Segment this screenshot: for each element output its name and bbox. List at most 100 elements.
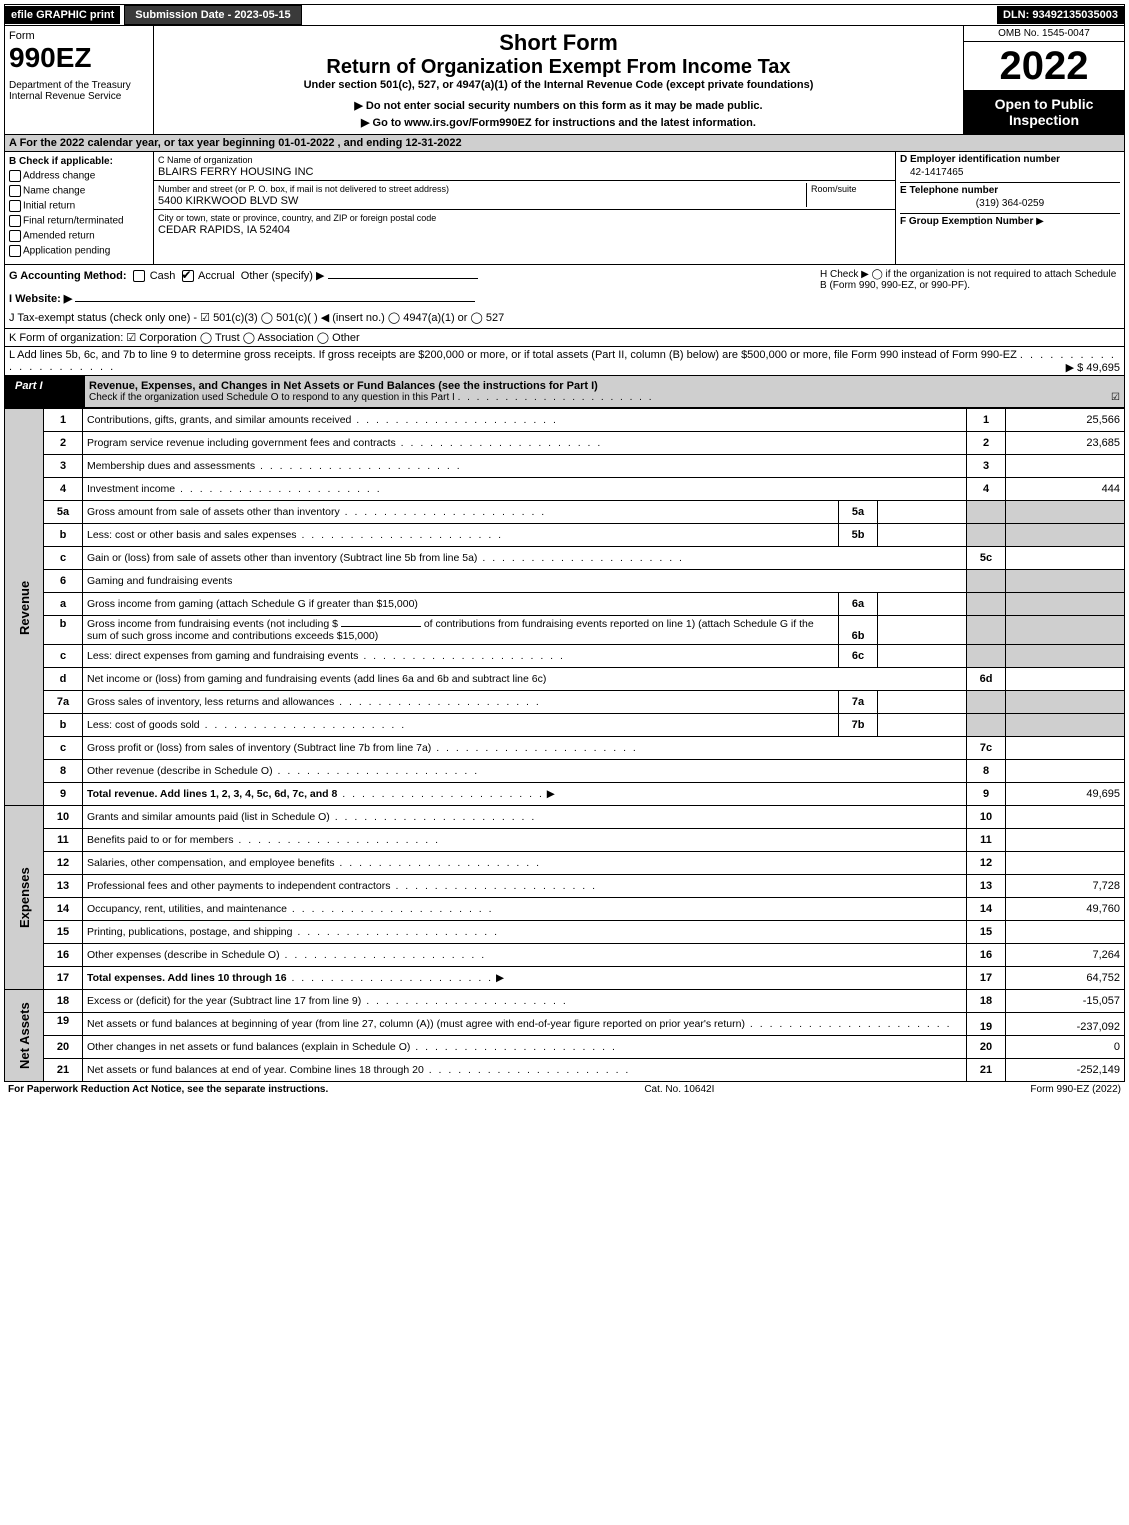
line-6a-desc: Gross income from gaming (attach Schedul… bbox=[87, 598, 418, 610]
line-10-col: 10 bbox=[967, 806, 1006, 829]
line-12-amt bbox=[1006, 852, 1125, 875]
line-3-col: 3 bbox=[967, 455, 1006, 478]
line-12-col: 12 bbox=[967, 852, 1006, 875]
netassets-section-label: Net Assets bbox=[5, 990, 44, 1082]
line-7b-sub: 7b bbox=[839, 714, 878, 737]
line-1-amt: 25,566 bbox=[1006, 409, 1125, 432]
line-6b-subamt bbox=[878, 616, 967, 645]
submission-date: Submission Date - 2023-05-15 bbox=[124, 5, 301, 25]
ein-value: 42-1417465 bbox=[910, 167, 1120, 178]
line-7a-desc: Gross sales of inventory, less returns a… bbox=[87, 696, 334, 708]
line-1-num: 1 bbox=[44, 409, 83, 432]
checkbox-application-pending[interactable]: Application pending bbox=[9, 245, 149, 257]
form-word: Form bbox=[9, 30, 149, 42]
line-5b-sub: 5b bbox=[839, 524, 878, 547]
line-7c-amt bbox=[1006, 737, 1125, 760]
line-20-amt: 0 bbox=[1006, 1036, 1125, 1059]
row-k: K Form of organization: ☑ Corporation ◯ … bbox=[4, 329, 1125, 347]
line-5a-subamt bbox=[878, 501, 967, 524]
short-form-title: Short Form bbox=[158, 30, 959, 56]
header-right: OMB No. 1545-0047 2022 Open to Public In… bbox=[963, 26, 1124, 134]
line-11-amt bbox=[1006, 829, 1125, 852]
line-7a-subamt bbox=[878, 691, 967, 714]
line-18-col: 18 bbox=[967, 990, 1006, 1013]
line-18-desc: Excess or (deficit) for the year (Subtra… bbox=[87, 995, 361, 1007]
line-6-desc: Gaming and fundraising events bbox=[83, 570, 967, 593]
website-input[interactable] bbox=[75, 301, 475, 302]
line-8-col: 8 bbox=[967, 760, 1006, 783]
line-5b-desc: Less: cost or other basis and sales expe… bbox=[87, 529, 297, 541]
line-6c-desc: Less: direct expenses from gaming and fu… bbox=[87, 650, 358, 662]
dln-label: DLN: 93492135035003 bbox=[997, 6, 1124, 24]
line-8-amt bbox=[1006, 760, 1125, 783]
line-6d-desc: Net income or (loss) from gaming and fun… bbox=[87, 673, 546, 685]
line-5c-col: 5c bbox=[967, 547, 1006, 570]
line-13-desc: Professional fees and other payments to … bbox=[87, 880, 391, 892]
line-5c-desc: Gain or (loss) from sale of assets other… bbox=[87, 552, 477, 564]
line-6b-input[interactable] bbox=[341, 626, 421, 627]
line-18-amt: -15,057 bbox=[1006, 990, 1125, 1013]
phone-value: (319) 364-0259 bbox=[900, 198, 1120, 209]
section-de: D Employer identification number 42-1417… bbox=[896, 152, 1124, 264]
line-19-col: 19 bbox=[967, 1013, 1006, 1036]
part1-checkbox[interactable]: ☑ bbox=[1111, 392, 1120, 403]
part1-header: Part I Revenue, Expenses, and Changes in… bbox=[4, 376, 1125, 408]
checkbox-initial-return[interactable]: Initial return bbox=[9, 200, 149, 212]
line-14-col: 14 bbox=[967, 898, 1006, 921]
line-2-amt: 23,685 bbox=[1006, 432, 1125, 455]
checkbox-accrual[interactable] bbox=[182, 270, 194, 282]
line-9-desc: Total revenue. Add lines 1, 2, 3, 4, 5c,… bbox=[87, 788, 337, 800]
line-7b-desc: Less: cost of goods sold bbox=[87, 719, 200, 731]
group-exemption-label: F Group Exemption Number bbox=[900, 216, 1033, 227]
expenses-section-label: Expenses bbox=[5, 806, 44, 990]
line-6c-subamt bbox=[878, 645, 967, 668]
street-address: 5400 KIRKWOOD BLVD SW bbox=[158, 195, 298, 207]
line-19-amt: -237,092 bbox=[1006, 1013, 1125, 1036]
line-15-col: 15 bbox=[967, 921, 1006, 944]
line-4-amt: 444 bbox=[1006, 478, 1125, 501]
revenue-section-label: Revenue bbox=[5, 409, 44, 806]
efile-print-button[interactable]: efile GRAPHIC print bbox=[5, 6, 120, 24]
line-8-desc: Other revenue (describe in Schedule O) bbox=[87, 765, 273, 777]
line-10-desc: Grants and similar amounts paid (list in… bbox=[87, 811, 330, 823]
paperwork-notice: For Paperwork Reduction Act Notice, see … bbox=[8, 1084, 328, 1095]
checkbox-cash[interactable] bbox=[133, 270, 145, 282]
line-9-amt: 49,695 bbox=[1006, 783, 1125, 806]
org-name-label: C Name of organization bbox=[158, 155, 253, 165]
instructions-link[interactable]: Go to www.irs.gov/Form990EZ for instruct… bbox=[158, 116, 959, 129]
page-footer: For Paperwork Reduction Act Notice, see … bbox=[4, 1082, 1125, 1097]
row-l-amount: ▶ $ 49,695 bbox=[1066, 361, 1120, 374]
line-15-amt bbox=[1006, 921, 1125, 944]
line-6b-pre: Gross income from fundraising events (no… bbox=[87, 618, 338, 630]
checkbox-amended[interactable]: Amended return bbox=[9, 230, 149, 242]
line-16-amt: 7,264 bbox=[1006, 944, 1125, 967]
line-12-desc: Salaries, other compensation, and employ… bbox=[87, 857, 334, 869]
line-1-col: 1 bbox=[967, 409, 1006, 432]
checkbox-name-change[interactable]: Name change bbox=[9, 185, 149, 197]
header-center: Short Form Return of Organization Exempt… bbox=[154, 26, 963, 134]
line-21-desc: Net assets or fund balances at end of ye… bbox=[87, 1064, 424, 1076]
arrow-icon: ▶ bbox=[1036, 216, 1044, 227]
tax-exempt-status: J Tax-exempt status (check only one) - ☑… bbox=[9, 311, 820, 324]
catalog-number: Cat. No. 10642I bbox=[328, 1084, 1030, 1095]
line-1-desc: Contributions, gifts, grants, and simila… bbox=[87, 414, 351, 426]
row-l: L Add lines 5b, 6c, and 7b to line 9 to … bbox=[4, 347, 1125, 376]
line-7b-subamt bbox=[878, 714, 967, 737]
part1-sub: Check if the organization used Schedule … bbox=[89, 392, 455, 403]
accounting-method-label: G Accounting Method: bbox=[9, 270, 127, 282]
line-16-col: 16 bbox=[967, 944, 1006, 967]
ssn-warning: Do not enter social security numbers on … bbox=[158, 99, 959, 112]
line-3-desc: Membership dues and assessments bbox=[87, 460, 255, 472]
line-21-amt: -252,149 bbox=[1006, 1059, 1125, 1082]
checkbox-final-return[interactable]: Final return/terminated bbox=[9, 215, 149, 227]
line-6d-amt bbox=[1006, 668, 1125, 691]
form-header: Form 990EZ Department of the Treasury In… bbox=[4, 26, 1125, 135]
line-17-amt: 64,752 bbox=[1006, 967, 1125, 990]
part1-label: Part I bbox=[5, 376, 85, 407]
line-9-col: 9 bbox=[967, 783, 1006, 806]
ein-label: D Employer identification number bbox=[900, 154, 1120, 165]
line-7a-sub: 7a bbox=[839, 691, 878, 714]
line-2-col: 2 bbox=[967, 432, 1006, 455]
checkbox-address-change[interactable]: Address change bbox=[9, 170, 149, 182]
line-6a-sub: 6a bbox=[839, 593, 878, 616]
